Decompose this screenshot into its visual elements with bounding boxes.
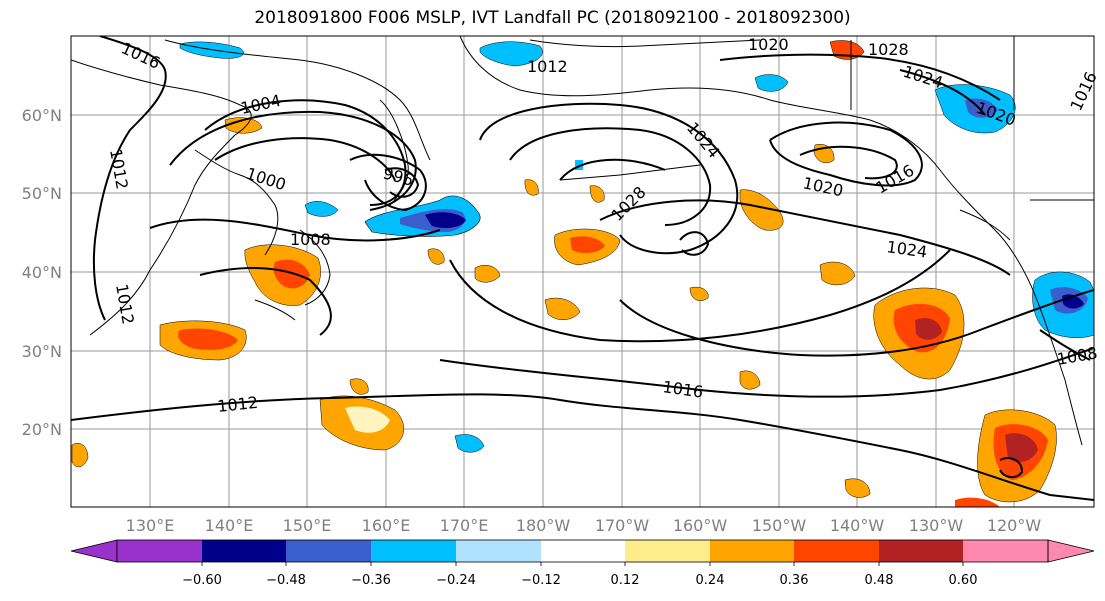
ivt-positive-patches [71, 40, 1057, 507]
lat-label-40n: 40°N [22, 263, 62, 282]
lon-label: 160°E [362, 516, 411, 535]
colorbar-tick: −0.36 [351, 573, 391, 588]
colorbar-segment [879, 540, 963, 562]
colorbar-tick: 0.12 [611, 573, 640, 588]
isobar-label: 1008 [290, 230, 331, 249]
colorbar-segment [710, 540, 794, 562]
lon-label: 170°W [595, 516, 650, 535]
isobar-label: 1012 [216, 393, 258, 416]
lon-label: 180°W [516, 516, 571, 535]
colorbar-segment [286, 540, 371, 562]
colorbar-segment [794, 540, 879, 562]
colorbar-segment [541, 540, 625, 562]
colorbar: −0.60 −0.48 −0.36 −0.24 −0.12 0.12 0.24 … [70, 539, 1095, 588]
lon-label: 130°E [126, 516, 175, 535]
colorbar-extend-left [70, 539, 118, 563]
lat-label-60n: 60°N [22, 106, 62, 125]
longitude-labels: 130°E 140°E 150°E 160°E 170°E 180°W 170°… [126, 516, 1042, 535]
colorbar-tick: 0.24 [696, 573, 725, 588]
lat-label-50n: 50°N [22, 184, 62, 203]
colorbar-tick: 0.48 [865, 573, 894, 588]
lon-label: 130°W [909, 516, 964, 535]
colorbar-segment [202, 540, 286, 562]
colorbar-tick: −0.24 [436, 573, 476, 588]
lon-label: 120°W [987, 516, 1042, 535]
isobar-label: 1028 [868, 40, 909, 59]
colorbar-tick: 0.60 [949, 573, 978, 588]
colorbar-segment [371, 540, 456, 562]
colorbar-segment [117, 540, 202, 562]
colorbar-segment [456, 540, 541, 562]
coastlines [71, 36, 1094, 446]
lon-label: 170°E [440, 516, 489, 535]
page-title: 2018091800 F006 MSLP, IVT Landfall PC (2… [254, 8, 851, 28]
lat-label-20n: 20°N [22, 420, 62, 439]
isobar-label: 1012 [527, 57, 568, 76]
lon-label: 160°W [673, 516, 728, 535]
colorbar-segment [963, 540, 1048, 562]
lon-label: 150°E [283, 516, 332, 535]
colorbar-tick: −0.60 [182, 573, 222, 588]
isobars [71, 36, 1094, 501]
colorbar-extend-right [1047, 539, 1095, 563]
colorbar-segment [625, 540, 710, 562]
lon-label: 150°W [752, 516, 807, 535]
map-frame [70, 35, 1095, 508]
colorbar-tick: −0.12 [521, 573, 561, 588]
lon-label: 140°E [205, 516, 254, 535]
colorbar-tick: −0.48 [266, 573, 306, 588]
colorbar-tick: 0.36 [780, 573, 809, 588]
lat-label-30n: 30°N [22, 342, 62, 361]
isobar-label: 1020 [748, 35, 789, 54]
lon-label: 140°W [830, 516, 885, 535]
latitude-labels: 60°N 50°N 40°N 30°N 20°N [22, 106, 62, 439]
